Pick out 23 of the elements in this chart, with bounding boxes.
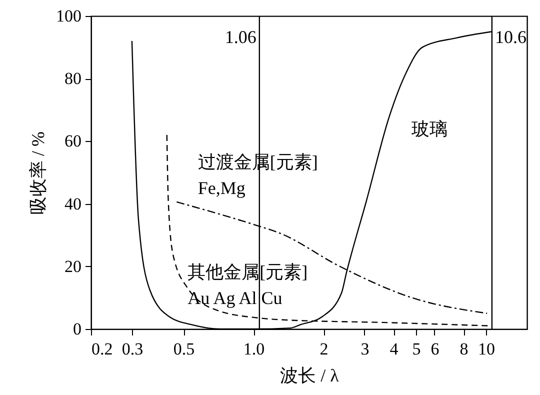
x-tick-label: 0.3 <box>122 340 144 358</box>
x-tick-label: 3 <box>360 340 370 358</box>
y-tick-label: 40 <box>64 194 82 214</box>
y-tick-label: 0 <box>73 320 82 338</box>
x-tick-label: 1.0 <box>243 340 265 358</box>
series-label: 玻璃 <box>411 118 448 139</box>
y-tick-label: 20 <box>64 256 82 276</box>
x-tick-label: 4 <box>390 340 399 358</box>
ref-line-label: 10.6 <box>494 27 526 47</box>
x-tick-label: 10 <box>478 340 496 358</box>
y-tick-label: 60 <box>64 132 82 151</box>
series-label: 其他金属[元素] Au Ag Al Cu <box>188 262 308 308</box>
x-tick-label: 2 <box>320 340 328 358</box>
x-tick-label: 6 <box>430 340 440 358</box>
y-tick-label: 100 <box>56 6 82 26</box>
y-tick-label: 80 <box>64 69 82 88</box>
x-tick-label: 0.5 <box>173 340 195 358</box>
x-tick-label: 5 <box>412 340 421 358</box>
x-axis-title: 波长 / λ <box>280 366 340 386</box>
x-tick-label: 8 <box>460 340 468 358</box>
y-axis-title: 吸收率 / % <box>28 132 48 214</box>
ref-line-label: 1.06 <box>224 27 256 47</box>
x-tick-label: 0.2 <box>92 340 113 358</box>
